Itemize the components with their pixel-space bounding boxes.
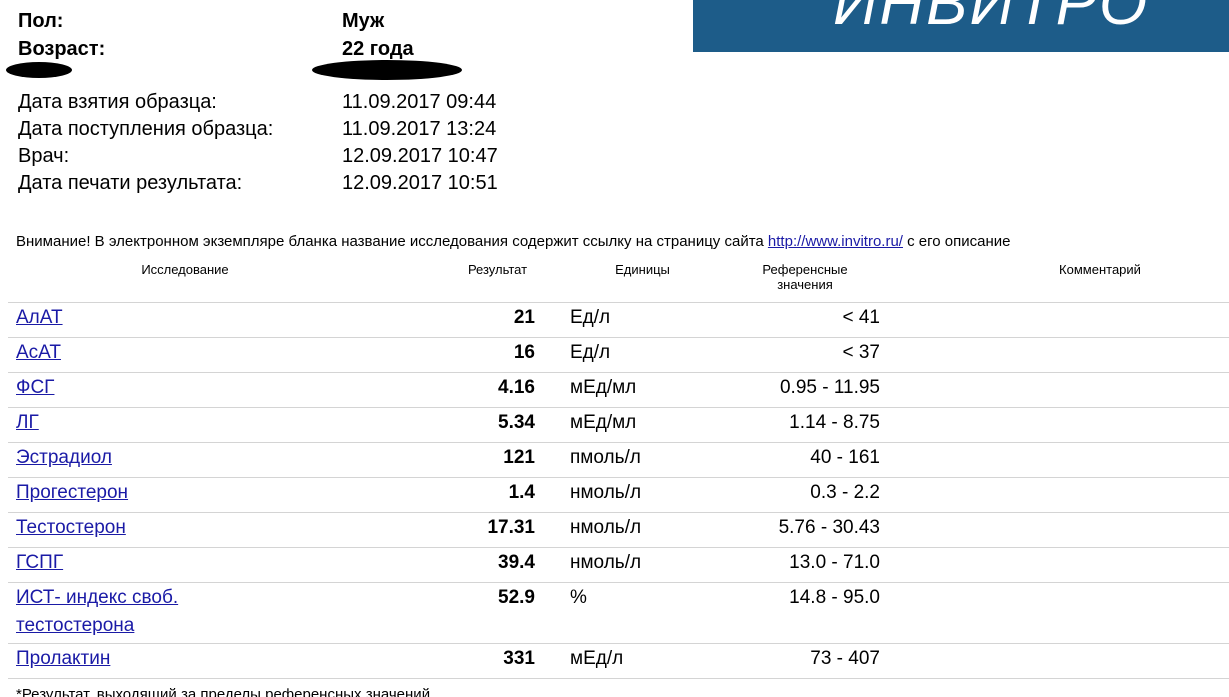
test-name: ГСПГ xyxy=(16,549,416,577)
logo-box: ИНВИТРО xyxy=(693,0,1229,52)
units: мЕд/мл xyxy=(570,412,637,433)
test-link[interactable]: Пролактин xyxy=(16,648,111,669)
test-link[interactable]: Прогестерон xyxy=(16,482,129,503)
test-link[interactable]: ЛГ xyxy=(16,412,39,433)
result: 331 xyxy=(503,648,535,669)
notice-link[interactable]: http://www.invitro.ru/ xyxy=(767,233,903,250)
test-link[interactable]: АлАТ xyxy=(16,307,63,328)
row-separator xyxy=(8,302,1229,303)
reference: 0.95 - 11.95 xyxy=(779,377,880,398)
row-separator xyxy=(8,643,1229,644)
test-link[interactable]: ФСГ xyxy=(16,377,55,398)
units: нмоль/л xyxy=(570,482,642,503)
reference: 40 - 161 xyxy=(810,447,880,468)
field-value: Муж xyxy=(342,10,385,32)
row-separator xyxy=(8,512,1229,513)
units: нмоль/л xyxy=(570,517,642,538)
units: нмоль/л xyxy=(570,552,642,573)
test-link[interactable]: Эстрадиол xyxy=(16,447,112,468)
notice-text: с его описание xyxy=(907,233,1011,250)
test-name: Тестостерон xyxy=(16,514,416,542)
reference: 1.14 - 8.75 xyxy=(789,412,880,433)
test-link[interactable]: Тестостерон xyxy=(16,517,126,538)
units: Ед/л xyxy=(570,307,611,328)
test-name: ФСГ xyxy=(16,374,416,402)
notice-text: Внимание! В электронном экземпляре бланк… xyxy=(16,233,764,250)
row-separator xyxy=(8,678,1229,679)
result: 17.31 xyxy=(487,517,535,538)
column-header: Исследование xyxy=(141,262,229,277)
result: 21 xyxy=(513,307,535,328)
date-label: Врач: xyxy=(18,145,70,167)
reference: 13.0 - 71.0 xyxy=(789,552,880,573)
field-label: Возраст: xyxy=(18,38,106,60)
test-name: Эстрадиол xyxy=(16,444,416,472)
test-name: АсАТ xyxy=(16,339,416,367)
test-name: Прогестерон xyxy=(16,479,416,507)
test-link[interactable]: ИСТ- индекс своб. тестостерона xyxy=(16,587,179,636)
date-label: Дата взятия образца: xyxy=(18,91,217,113)
test-name: Пролактин xyxy=(16,645,416,673)
logo-text: ИНВИТРО xyxy=(833,0,1150,38)
row-separator xyxy=(8,442,1229,443)
reference: 5.76 - 30.43 xyxy=(778,517,880,538)
result: 52.9 xyxy=(498,587,535,608)
row-separator xyxy=(8,582,1229,583)
units: мЕд/мл xyxy=(570,377,637,398)
notice: Внимание! В электронном экземпляре бланк… xyxy=(16,233,1011,250)
result: 4.16 xyxy=(498,377,535,398)
test-name: АлАТ xyxy=(16,304,416,332)
row-separator xyxy=(8,407,1229,408)
result: 39.4 xyxy=(498,552,535,573)
column-header: Единицы xyxy=(615,262,670,277)
reference: 0.3 - 2.2 xyxy=(810,482,880,503)
date-value: 11.09.2017 09:44 xyxy=(342,91,497,113)
column-header: Результат xyxy=(467,262,528,277)
field-label: Пол: xyxy=(18,10,64,32)
date-label: Дата поступления образца: xyxy=(18,118,274,140)
row-separator xyxy=(8,372,1229,373)
test-link[interactable]: ГСПГ xyxy=(16,552,64,573)
reference: < 37 xyxy=(842,342,880,363)
test-link[interactable]: АсАТ xyxy=(16,342,61,363)
row-separator xyxy=(8,547,1229,548)
result: 16 xyxy=(513,342,535,363)
test-name: ИСТ- индекс своб. тестостерона xyxy=(16,584,226,640)
reference: 73 - 407 xyxy=(810,648,880,669)
date-label: Дата печати результата: xyxy=(18,172,243,194)
row-separator xyxy=(8,477,1229,478)
row-separator xyxy=(8,337,1229,338)
result: 1.4 xyxy=(508,482,535,503)
date-value: 11.09.2017 13:24 xyxy=(342,118,497,140)
field-value: 22 года xyxy=(342,38,414,60)
test-name: ЛГ xyxy=(16,409,416,437)
footnote: *Результат, выходящий за пределы референ… xyxy=(16,686,431,697)
redaction xyxy=(312,60,462,80)
units: пмоль/л xyxy=(570,447,641,468)
units: % xyxy=(570,587,587,608)
result: 121 xyxy=(503,447,535,468)
date-value: 12.09.2017 10:47 xyxy=(342,145,498,167)
result: 5.34 xyxy=(498,412,535,433)
units: мЕд/л xyxy=(570,648,624,669)
reference: < 41 xyxy=(842,307,880,328)
reference: 14.8 - 95.0 xyxy=(789,587,880,608)
redaction xyxy=(6,62,72,78)
column-header: Референсные значения xyxy=(762,262,848,292)
date-value: 12.09.2017 10:51 xyxy=(342,172,498,194)
units: Ед/л xyxy=(570,342,611,363)
column-header: Комментарий xyxy=(1059,262,1141,277)
